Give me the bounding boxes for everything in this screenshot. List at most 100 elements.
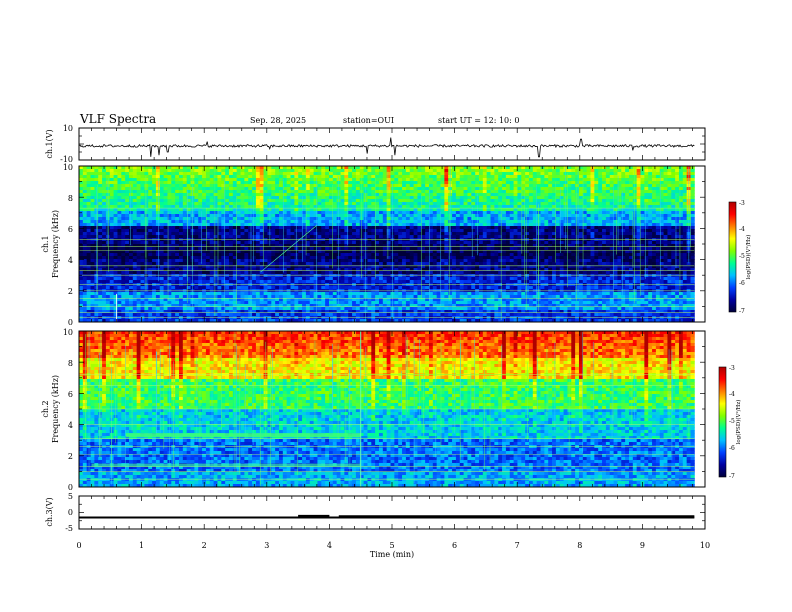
spec-cell	[167, 205, 172, 209]
spec-cell	[102, 253, 107, 257]
spec-cell	[194, 286, 199, 290]
spec-cell	[159, 241, 165, 245]
spec-cell	[175, 211, 180, 215]
spec-cell	[332, 310, 338, 314]
spec-cell	[421, 319, 426, 322]
spec-cell	[290, 292, 295, 296]
spec-cell	[163, 181, 168, 185]
spec-cell	[302, 202, 307, 206]
spec-cell	[175, 166, 180, 170]
spec-cell	[282, 220, 288, 224]
spec-cell	[305, 244, 311, 248]
spec-cell	[102, 181, 107, 185]
spec-cell	[436, 181, 441, 185]
spec-cell	[352, 190, 357, 194]
spec-cell	[117, 247, 122, 251]
spec-cell	[240, 280, 245, 284]
spec-cell	[159, 229, 165, 233]
spec-cell	[421, 304, 426, 308]
spec-cell	[194, 184, 199, 188]
spec-cell	[79, 250, 84, 254]
spec-cell	[386, 259, 391, 263]
spec-cell	[148, 178, 153, 182]
spec-cell	[213, 193, 218, 197]
spec-cell	[398, 211, 403, 215]
spec-cell	[86, 211, 91, 215]
spec-cell	[125, 190, 130, 194]
spec-cell	[252, 190, 257, 194]
spec-cell	[113, 226, 118, 230]
spec-cell	[98, 235, 103, 239]
spec-cell	[79, 253, 84, 257]
spec-cell	[290, 223, 295, 227]
spec-cell	[98, 268, 103, 272]
spec-cell	[417, 265, 422, 269]
spec-cell	[328, 223, 334, 227]
spec-cell	[125, 214, 130, 218]
spec-cell	[182, 217, 188, 221]
spec-cell	[328, 280, 334, 284]
spec-cell	[94, 298, 99, 302]
spec-cell	[179, 196, 184, 200]
spec-cell	[125, 205, 130, 209]
spec-cell	[290, 241, 295, 245]
spec-cell	[313, 259, 318, 263]
spec-cell	[282, 274, 288, 278]
spec-cell	[355, 181, 361, 185]
spec-cell	[171, 265, 176, 269]
spec-cell	[152, 202, 157, 206]
spec-cell	[240, 286, 245, 290]
spec-cell	[171, 268, 176, 272]
spec-cell	[125, 208, 130, 212]
spec-cell	[271, 292, 276, 296]
spec-cell	[129, 301, 134, 305]
spec-cell	[186, 304, 191, 308]
spec-cell	[355, 208, 361, 212]
spec-cell	[325, 235, 330, 239]
spec-cell	[175, 295, 180, 299]
spec-cell	[163, 205, 168, 209]
spec-cell	[382, 286, 388, 290]
spec-cell	[159, 175, 165, 179]
spec-cell	[398, 277, 403, 281]
spec-cell	[132, 271, 138, 275]
spec-cell	[182, 166, 188, 170]
spec-cell	[232, 292, 238, 296]
spec-cell	[321, 244, 326, 248]
spec-cell	[252, 256, 257, 260]
spec-cell	[90, 220, 95, 224]
spec-cell	[328, 214, 334, 218]
spec-cell	[278, 202, 284, 206]
spec-cell	[305, 193, 311, 197]
spec-cell	[278, 196, 284, 200]
spec-cell	[259, 277, 265, 281]
spec-cell	[340, 235, 345, 239]
spec-cell	[309, 229, 315, 233]
spec-cell	[136, 316, 141, 320]
spec-cell	[86, 223, 91, 227]
spec-cell	[275, 256, 280, 260]
spec-cell	[205, 265, 211, 269]
spec-cell	[263, 199, 268, 203]
spec-cell	[148, 217, 153, 221]
spec-cell	[125, 253, 130, 257]
spec-cell	[163, 187, 168, 191]
spec-cell	[278, 295, 284, 299]
spec-cell	[136, 232, 141, 236]
spec-cell	[409, 238, 414, 242]
spec-cell	[132, 187, 138, 191]
spec-cell	[121, 193, 126, 197]
spec-cell	[428, 187, 434, 191]
spec-cell	[105, 205, 111, 209]
spec-cell	[398, 250, 403, 254]
spec-cell	[179, 220, 184, 224]
spec-cell	[344, 187, 349, 191]
spec-cell	[194, 211, 199, 215]
spec-cell	[132, 265, 138, 269]
spec-cell	[405, 313, 411, 317]
spec-cell	[386, 286, 391, 290]
spec-cell	[248, 211, 253, 215]
spec-cell	[98, 295, 103, 299]
spec-cell	[125, 256, 130, 260]
spec-cell	[371, 247, 376, 251]
